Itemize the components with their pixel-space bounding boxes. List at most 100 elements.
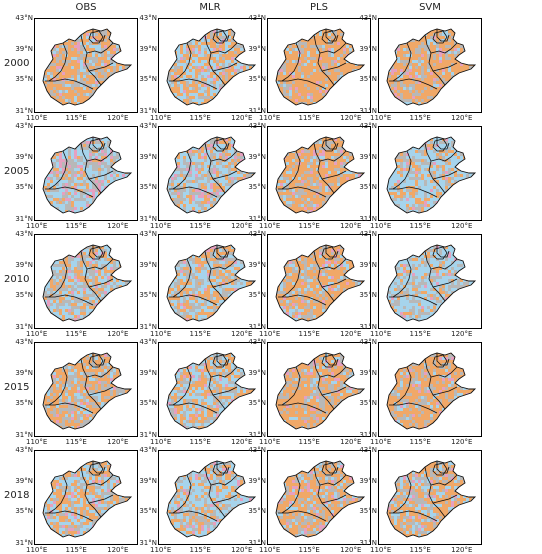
map-pixel — [319, 102, 322, 105]
map-pixel — [472, 75, 475, 78]
map-pixel — [43, 57, 44, 60]
map-pixel — [204, 147, 207, 150]
map-pixel — [409, 105, 412, 108]
map-pixel — [219, 165, 222, 168]
map-pixel — [436, 102, 439, 105]
map-pixel — [104, 48, 107, 51]
map-pixel — [364, 57, 367, 60]
map-pixel — [83, 216, 86, 219]
map-pixel — [195, 87, 198, 90]
map-pixel — [122, 48, 125, 51]
map-pixel — [113, 63, 116, 66]
map-pixel — [110, 108, 113, 111]
map-pixel — [286, 66, 289, 69]
map-pixel — [101, 183, 104, 186]
map-pixel — [448, 39, 451, 42]
map-pixel — [451, 39, 454, 42]
map-pixel — [110, 168, 113, 171]
map-pixel — [47, 144, 50, 147]
map-pixel — [445, 57, 448, 60]
map-pixel — [56, 87, 59, 90]
map-pixel — [231, 75, 234, 78]
map-pixel — [110, 87, 113, 90]
map-pixel — [113, 102, 116, 105]
map-pixel — [394, 108, 397, 111]
map-pixel — [183, 57, 186, 60]
map-pixel — [249, 141, 252, 144]
map-pixel — [71, 99, 74, 102]
map-pixel — [86, 195, 89, 198]
map-pixel — [107, 171, 110, 174]
map-pixel — [62, 93, 65, 96]
map-pixel — [92, 108, 95, 111]
map-pixel — [189, 81, 192, 84]
map-pixel — [387, 57, 388, 60]
map-pixel — [328, 105, 331, 108]
map-pixel — [53, 156, 56, 159]
map-pixel — [86, 137, 89, 138]
map-pixel — [122, 204, 125, 207]
map-pixel — [442, 48, 445, 51]
map-pixel — [98, 99, 101, 102]
map-pixel — [95, 165, 98, 168]
map-pixel — [116, 84, 119, 87]
map-pixel — [168, 144, 171, 147]
map-pixel — [192, 137, 195, 138]
map-pixel — [92, 168, 95, 171]
map-pixel — [201, 33, 204, 36]
province-boundary — [80, 34, 102, 86]
map-pixel — [469, 96, 472, 99]
map-pixel — [246, 96, 249, 99]
map-pixel — [62, 72, 65, 75]
map-pixel — [448, 57, 451, 60]
map-pixel — [107, 201, 110, 204]
map-pixel — [68, 57, 71, 60]
map-pixel — [113, 105, 116, 108]
map-pixel — [125, 39, 128, 42]
map-pixel — [189, 66, 192, 69]
map-pixel — [364, 102, 367, 105]
map-pixel — [110, 60, 113, 63]
map-pixel — [131, 84, 134, 87]
map-pixel — [68, 198, 71, 201]
map-pixel — [304, 66, 307, 69]
map-pixel — [391, 29, 394, 30]
map-pixel — [301, 90, 304, 93]
map-pixel — [421, 87, 424, 90]
map-pixel — [418, 102, 421, 105]
map-pixel — [201, 63, 204, 66]
map-pixel — [228, 102, 231, 105]
map-pixel — [77, 42, 80, 45]
map-pixel — [101, 195, 104, 198]
map-pixel — [219, 54, 222, 57]
map-pixel — [56, 84, 59, 87]
map-pixel — [304, 72, 307, 75]
map-pixel — [289, 57, 292, 60]
map-pixel — [77, 75, 80, 78]
map-pixel — [463, 96, 466, 99]
map-pixel — [307, 48, 310, 51]
map-pixel — [331, 72, 334, 75]
map-pixel — [219, 36, 222, 39]
map-pixel — [243, 33, 246, 36]
map-pixel — [125, 63, 128, 66]
map-pixel — [71, 33, 74, 36]
map-pixel — [427, 57, 430, 60]
map-pixel — [258, 90, 261, 93]
map-pixel — [71, 75, 74, 78]
map-pixel — [56, 75, 59, 78]
map-pixel — [343, 96, 346, 99]
map-pixel — [119, 147, 122, 150]
province-boundary — [169, 78, 218, 90]
map-pixel — [295, 93, 298, 96]
map-pixel — [167, 57, 168, 60]
map-pixel — [397, 48, 400, 51]
map-pixel — [451, 69, 454, 72]
map-pixel — [125, 137, 128, 138]
map-pixel — [228, 156, 231, 159]
map-pixel — [352, 93, 355, 96]
map-pixel — [113, 159, 116, 162]
map-pixel — [43, 195, 44, 198]
map-pixel — [68, 168, 71, 171]
map-pixel — [346, 93, 349, 96]
